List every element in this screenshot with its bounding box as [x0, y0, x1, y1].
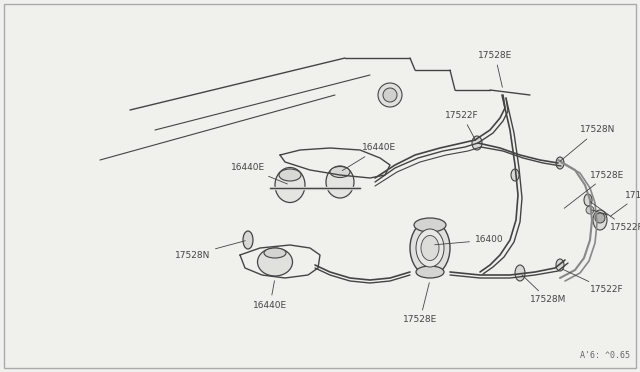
Text: 16440E: 16440E — [253, 281, 287, 310]
Text: 17528N: 17528N — [560, 125, 616, 161]
Ellipse shape — [330, 167, 350, 177]
Text: 17528E: 17528E — [403, 283, 437, 324]
Text: 17528N: 17528N — [175, 241, 245, 260]
Ellipse shape — [511, 169, 519, 181]
Ellipse shape — [515, 265, 525, 281]
Text: 17522F: 17522F — [590, 202, 640, 232]
Ellipse shape — [279, 169, 301, 181]
Circle shape — [383, 88, 397, 102]
Ellipse shape — [556, 259, 564, 271]
Ellipse shape — [257, 248, 292, 276]
Ellipse shape — [243, 231, 253, 249]
Ellipse shape — [593, 210, 607, 230]
Text: 17522F: 17522F — [445, 110, 479, 141]
Ellipse shape — [326, 166, 354, 198]
Ellipse shape — [584, 194, 592, 206]
Text: 16440E: 16440E — [342, 144, 396, 170]
Text: 16440E: 16440E — [231, 164, 287, 184]
Ellipse shape — [275, 167, 305, 202]
Circle shape — [595, 213, 605, 223]
Text: 17522F: 17522F — [563, 269, 623, 295]
Text: 17111: 17111 — [610, 190, 640, 217]
Ellipse shape — [416, 266, 444, 278]
Circle shape — [378, 83, 402, 107]
Ellipse shape — [414, 218, 446, 232]
Ellipse shape — [416, 229, 444, 267]
Ellipse shape — [472, 136, 482, 150]
Ellipse shape — [264, 248, 286, 258]
Circle shape — [586, 206, 594, 214]
Ellipse shape — [421, 235, 439, 260]
Text: 17528M: 17528M — [522, 275, 566, 305]
Text: 16400: 16400 — [435, 235, 504, 245]
Text: 17528E: 17528E — [478, 51, 512, 87]
Ellipse shape — [410, 221, 450, 276]
Text: 17528E: 17528E — [564, 170, 624, 208]
Ellipse shape — [556, 157, 564, 169]
Text: A'6: ^0.65: A'6: ^0.65 — [580, 350, 630, 359]
